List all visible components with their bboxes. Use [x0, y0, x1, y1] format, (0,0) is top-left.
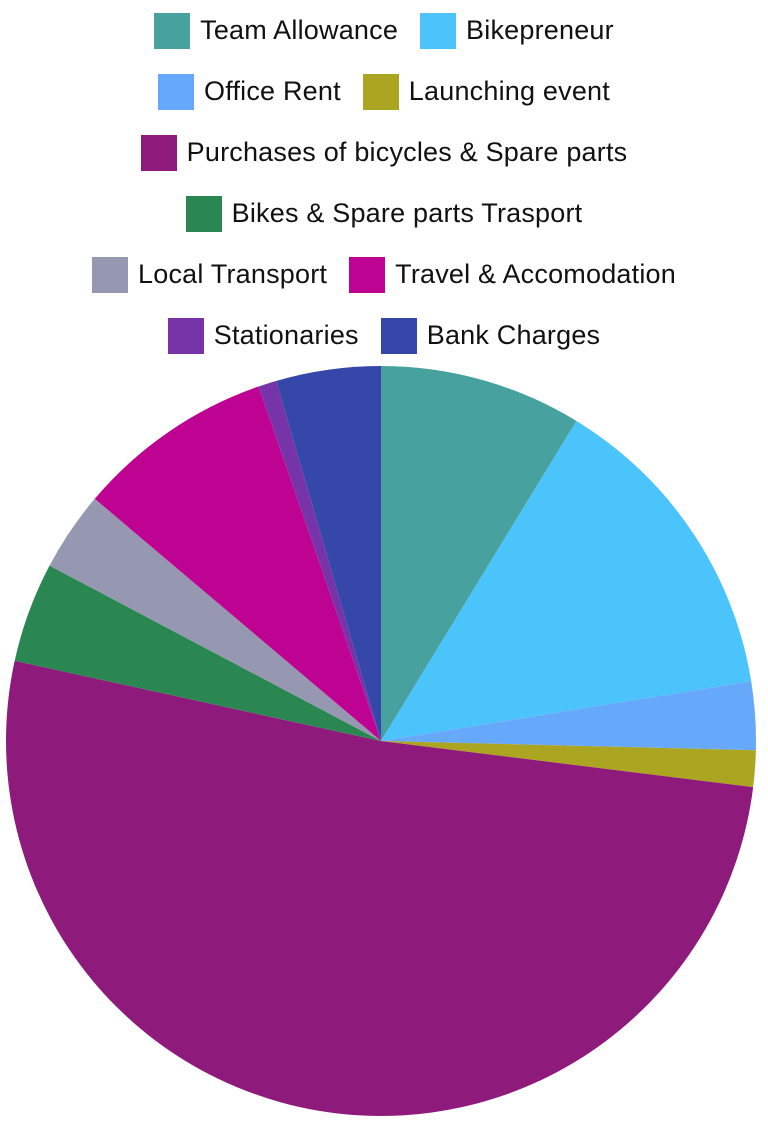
pie-slice-bikepreneur: [381, 420, 752, 741]
legend-label: Purchases of bicycles & Spare parts: [186, 137, 628, 167]
pie-slice-office-rent: [381, 681, 757, 751]
legend-row: Bikes & Spare parts Trasport: [0, 183, 768, 244]
legend-swatch: [140, 134, 177, 171]
pie-slice-launching-event: [381, 741, 756, 788]
legend-swatch: [362, 73, 399, 110]
legend-item: Local Transport: [92, 256, 328, 293]
pie-slice-travel-accomodation: [94, 386, 381, 741]
legend-label: Office Rent: [204, 76, 341, 106]
legend-row: Team Allowance Bikepreneur: [0, 0, 768, 61]
legend-label: Stationaries: [213, 320, 359, 350]
pie-slice-purchases-of-bicycles-spare-parts: [6, 660, 754, 1116]
legend-row: Purchases of bicycles & Spare parts: [0, 122, 768, 183]
legend-label: Bikes & Spare parts Trasport: [231, 198, 583, 228]
legend-swatch: [158, 73, 195, 110]
legend-label: Bikepreneur: [466, 15, 614, 45]
legend-row: Local Transport Travel & Accomodation: [0, 244, 768, 305]
legend-item: Bikepreneur: [420, 12, 614, 49]
legend-item: Travel & Accomodation: [349, 256, 676, 293]
legend-swatch: [349, 256, 386, 293]
pie-slice-stationaries: [258, 380, 381, 741]
pie-slice-team-allowance: [381, 366, 577, 741]
chart-legend: Team Allowance Bikepreneur Office Rent Laun…: [0, 0, 768, 366]
legend-item: Team Allowance: [154, 12, 399, 49]
legend-label: Local Transport: [138, 259, 328, 289]
legend-swatch: [167, 317, 204, 354]
legend-swatch: [420, 12, 457, 49]
legend-swatch: [154, 12, 191, 49]
legend-label: Team Allowance: [200, 15, 399, 45]
legend-swatch: [185, 195, 222, 232]
legend-item: Bikes & Spare parts Trasport: [185, 195, 583, 232]
legend-label: Bank Charges: [426, 320, 601, 350]
legend-row: Office Rent Launching event: [0, 61, 768, 122]
pie-slice-local-transport: [49, 498, 381, 741]
legend-label: Travel & Accomodation: [395, 259, 676, 289]
legend-label: Launching event: [408, 76, 610, 106]
legend-swatch: [92, 256, 129, 293]
legend-item: Bank Charges: [380, 317, 601, 354]
legend-item: Stationaries: [167, 317, 359, 354]
legend-swatch: [380, 317, 417, 354]
legend-row: Stationaries Bank Charges: [0, 305, 768, 366]
legend-item: Launching event: [362, 73, 610, 110]
legend-item: Purchases of bicycles & Spare parts: [140, 134, 628, 171]
pie-slice-bank-charges: [276, 365, 381, 741]
pie-slice-bikes-spare-parts-trasport: [14, 565, 382, 741]
legend-item: Office Rent: [158, 73, 341, 110]
